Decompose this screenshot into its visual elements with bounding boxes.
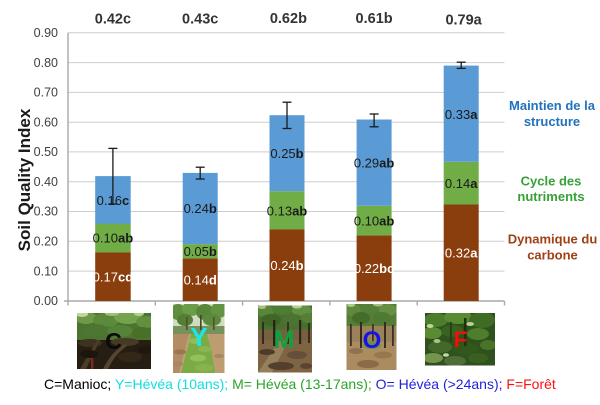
svg-text:0.10: 0.10 <box>34 264 58 278</box>
svg-text:0.22bc: 0.22bc <box>354 261 394 276</box>
svg-text:0.25b: 0.25b <box>270 146 303 161</box>
svg-text:0.10ab: 0.10ab <box>354 214 395 229</box>
svg-text:0.90: 0.90 <box>34 26 58 40</box>
svg-text:0.80: 0.80 <box>34 56 58 70</box>
svg-text:O: O <box>363 327 382 354</box>
svg-text:0.16c: 0.16c <box>97 193 130 208</box>
svg-text:Soil Quality Index: Soil Quality Index <box>15 108 34 251</box>
svg-text:Maintien de la: Maintien de la <box>509 98 596 113</box>
svg-text:0.14d: 0.14d <box>184 273 217 288</box>
svg-text:0.40: 0.40 <box>34 175 58 189</box>
svg-text:0.70: 0.70 <box>34 86 58 100</box>
svg-text:Dynamique du: Dynamique du <box>508 232 598 247</box>
svg-text:0.24b: 0.24b <box>184 201 217 216</box>
svg-text:Y: Y <box>190 322 207 352</box>
svg-text:F: F <box>454 327 467 352</box>
svg-text:0.00: 0.00 <box>34 294 58 308</box>
svg-text:0.17cd: 0.17cd <box>93 270 134 285</box>
svg-text:M: M <box>274 326 295 354</box>
svg-text:0.42c: 0.42c <box>95 12 131 28</box>
svg-text:Cycle des: Cycle des <box>521 174 582 189</box>
svg-text:0.10ab: 0.10ab <box>93 231 134 246</box>
svg-text:0.30: 0.30 <box>34 205 58 219</box>
svg-text:0.61b: 0.61b <box>356 11 393 27</box>
svg-text:nutriments: nutriments <box>517 189 584 204</box>
svg-text:C: C <box>105 328 122 354</box>
svg-text:0.79a: 0.79a <box>445 13 482 29</box>
svg-text:carbone: carbone <box>527 248 578 263</box>
svg-text:0.33a: 0.33a <box>445 107 478 122</box>
svg-text:0.29ab: 0.29ab <box>354 156 395 171</box>
svg-text:0.62b: 0.62b <box>270 11 307 27</box>
svg-text:0.14a: 0.14a <box>445 176 478 191</box>
svg-text:0.13ab: 0.13ab <box>267 203 308 218</box>
svg-text:0.60: 0.60 <box>34 115 58 129</box>
svg-text:0.05b: 0.05b <box>184 244 217 259</box>
svg-text:structure: structure <box>524 114 580 129</box>
svg-text:0.50: 0.50 <box>34 145 58 159</box>
svg-text:0.24b: 0.24b <box>270 258 303 273</box>
svg-text:0.43c: 0.43c <box>182 12 218 28</box>
svg-text:C=Manioc; Y=Hévéa (10ans); M=: C=Manioc; Y=Hévéa (10ans); M= Hévéa (13-… <box>44 376 556 392</box>
svg-text:0.20: 0.20 <box>34 235 58 249</box>
svg-text:0.32a: 0.32a <box>445 246 478 261</box>
